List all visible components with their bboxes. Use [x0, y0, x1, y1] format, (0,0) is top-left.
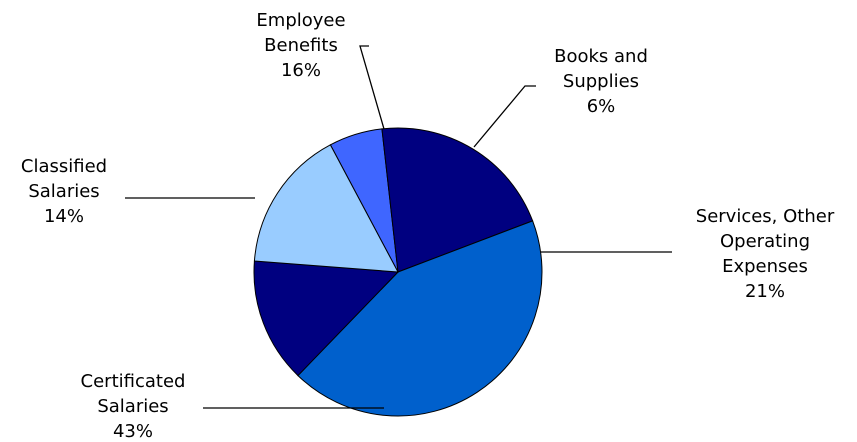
slice-label-5: Employee Benefits 16%	[256, 10, 345, 81]
pie-slices	[253, 127, 543, 417]
pie-slice-3	[297, 220, 543, 417]
pie-slice-2	[381, 127, 534, 273]
slice-label-line: 43%	[113, 421, 153, 442]
slice-label-line: 21%	[745, 281, 785, 302]
pie-slice-4	[253, 260, 400, 377]
slice-label-line: Salaries	[97, 396, 168, 417]
leader-line-5	[359, 45, 385, 130]
leader-lines	[125, 45, 672, 409]
leader-line-1	[473, 85, 536, 148]
slice-label-line: Salaries	[28, 181, 99, 202]
slice-label-line: Classified	[21, 156, 107, 177]
slice-label-line: 16%	[281, 60, 321, 81]
slice-label-4: Classified Salaries 14%	[21, 156, 107, 227]
slice-label-line: 14%	[44, 206, 84, 227]
slice-label-3: Certificated Salaries 43%	[81, 371, 186, 442]
slice-labels: Books and Supplies 6% Services, Other Operat…	[21, 10, 835, 442]
slice-label-line: Expenses	[722, 256, 808, 277]
slice-label-line: Benefits	[264, 35, 338, 56]
slice-label-1: Books and Supplies 6%	[554, 46, 648, 117]
slice-label-line: 6%	[587, 96, 616, 117]
slice-label-line: Operating	[720, 231, 810, 252]
slice-label-line: Supplies	[563, 71, 639, 92]
slice-label-line: Services, Other	[696, 206, 835, 227]
slice-label-line: Certificated	[81, 371, 186, 392]
slice-label-2: Services, Other Operating Expenses 21%	[696, 206, 835, 302]
slice-label-line: Employee	[256, 10, 345, 31]
slice-label-line: Books and	[554, 46, 648, 67]
pie-slice-5	[253, 144, 399, 273]
